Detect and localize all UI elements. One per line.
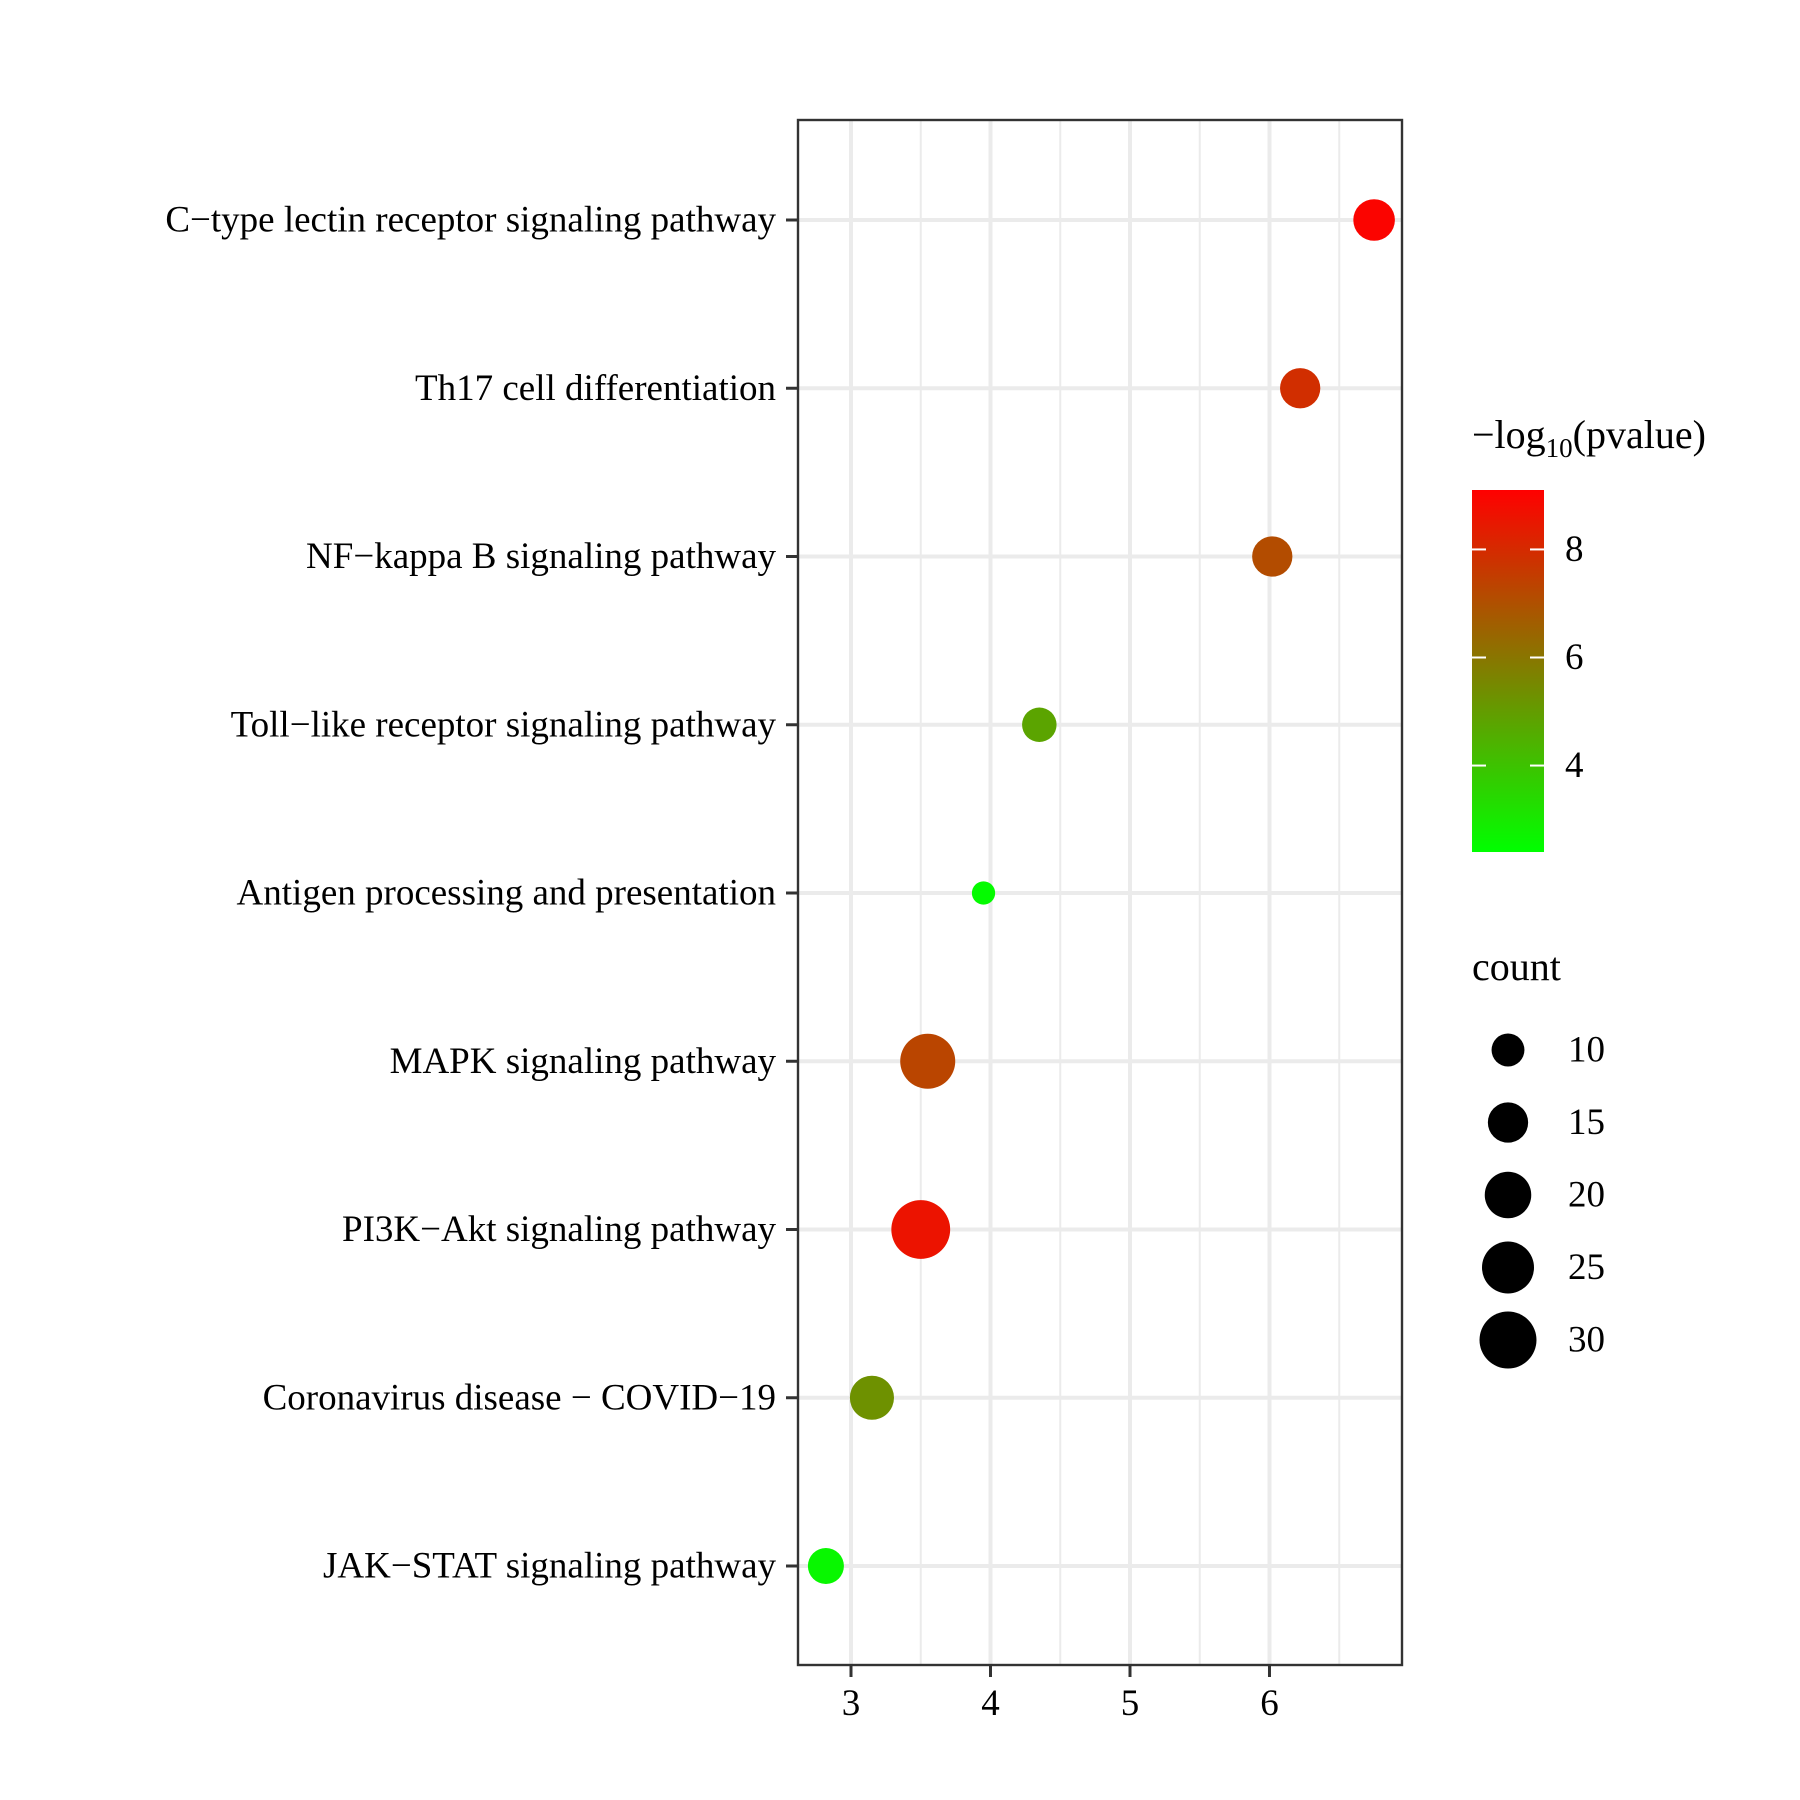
grid <box>798 120 1402 1665</box>
color-legend-title-main: −log <box>1472 412 1546 457</box>
size-legend-key <box>1484 1171 1532 1219</box>
color-legend-title: −log10(pvalue) <box>1472 412 1706 463</box>
colorbar-tick-label: 4 <box>1565 745 1584 786</box>
size-legend-label: 30 <box>1568 1320 1605 1361</box>
x-tick-label: 5 <box>1121 1683 1140 1724</box>
data-point <box>1280 368 1321 409</box>
data-point <box>900 1033 956 1089</box>
x-tick-label: 6 <box>1260 1683 1279 1724</box>
size-legend-label: 20 <box>1568 1175 1605 1216</box>
data-points <box>807 199 1395 1585</box>
size-legend-label: 25 <box>1568 1247 1605 1288</box>
y-tick-label: MAPK signaling pathway <box>390 1041 777 1082</box>
y-axis: C−type lectin receptor signaling pathway… <box>165 200 798 1587</box>
size-legend-key <box>1487 1102 1529 1143</box>
colorbar <box>1472 490 1544 852</box>
size-legend-title: count <box>1472 944 1561 989</box>
y-tick-label: Coronavirus disease − COVID−19 <box>263 1377 776 1418</box>
colorbar-tick-label: 6 <box>1565 637 1584 678</box>
data-point <box>1353 199 1395 241</box>
data-point <box>807 1547 844 1585</box>
x-tick-label: 4 <box>981 1683 1000 1724</box>
size-legend-key <box>1482 1241 1534 1294</box>
color-legend: −log10(pvalue) 4 6 8 <box>1472 412 1706 852</box>
y-tick-label: C−type lectin receptor signaling pathway <box>165 200 776 241</box>
data-point <box>1252 536 1293 577</box>
x-axis: 3 4 5 6 <box>842 1665 1279 1724</box>
data-point <box>849 1375 894 1420</box>
y-tick-label: Th17 cell differentiation <box>415 368 776 409</box>
color-legend-title-subscript: 10 <box>1546 433 1573 463</box>
size-legend-label: 10 <box>1568 1030 1605 1071</box>
y-tick-label: Antigen processing and presentation <box>237 873 776 914</box>
size-legend-key <box>1479 1311 1537 1369</box>
data-point <box>971 881 996 905</box>
y-tick-label: PI3K−Akt signaling pathway <box>342 1209 776 1250</box>
size-legend-key <box>1491 1033 1525 1067</box>
x-tick-label: 3 <box>842 1683 861 1724</box>
size-legend-label: 15 <box>1568 1102 1605 1143</box>
y-tick-label: JAK−STAT signaling pathway <box>323 1546 776 1587</box>
y-tick-label: NF−kappa B signaling pathway <box>306 536 776 577</box>
color-legend-title-tail: (pvalue) <box>1573 412 1706 457</box>
data-point <box>1022 707 1057 742</box>
size-legend-items: 10 15 20 25 30 <box>1479 1030 1605 1369</box>
y-tick-label: Toll−like receptor signaling pathway <box>231 704 777 745</box>
data-point <box>891 1200 951 1259</box>
colorbar-ticks: 4 6 8 <box>1472 529 1584 786</box>
colorbar-tick-label: 8 <box>1565 529 1584 570</box>
size-legend: count 10 15 20 25 30 <box>1472 944 1605 1369</box>
